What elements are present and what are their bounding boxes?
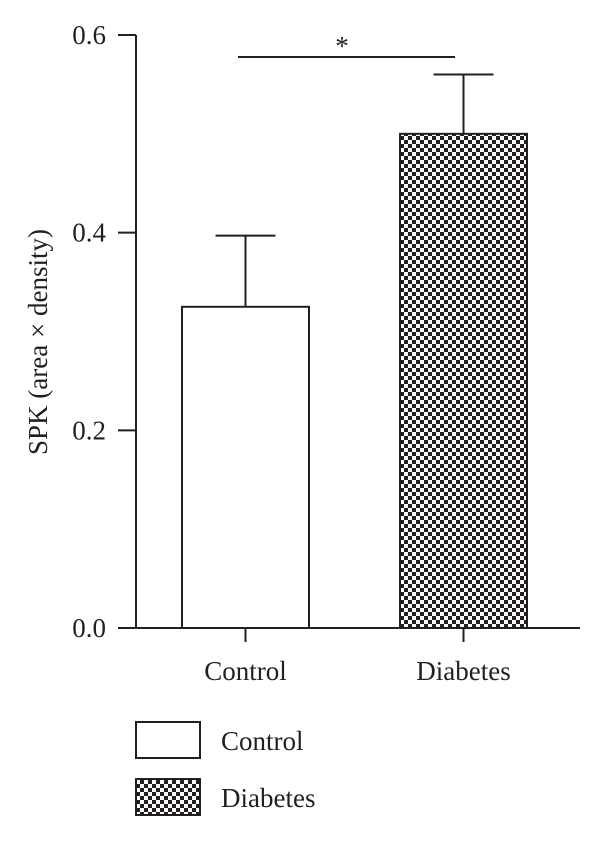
x-axis: Control Diabetes <box>136 627 580 686</box>
error-bars <box>215 73 494 307</box>
x-tick-label: Diabetes <box>416 656 510 686</box>
legend-label-control: Control <box>221 726 304 756</box>
y-tick-label: 0.0 <box>72 613 106 643</box>
x-tick-label: Control <box>204 656 287 686</box>
bar-control <box>181 305 310 629</box>
y-axis-label: SPK (area × density) <box>23 229 53 455</box>
y-tick-label: 0.6 <box>72 20 106 50</box>
y-axis: 0.0 0.2 0.4 0.6 <box>72 20 137 643</box>
legend-swatch-control <box>135 721 201 759</box>
significance-star: * <box>335 31 349 61</box>
bars <box>181 132 528 629</box>
legend-label-diabetes: Diabetes <box>221 783 315 813</box>
significance-bracket: * <box>238 31 455 61</box>
y-tick-label: 0.2 <box>72 415 106 445</box>
bar-diabetes <box>399 132 528 629</box>
legend: Control Diabetes <box>135 721 315 816</box>
legend-swatch-diabetes <box>135 778 201 816</box>
y-tick-label: 0.4 <box>72 218 106 248</box>
